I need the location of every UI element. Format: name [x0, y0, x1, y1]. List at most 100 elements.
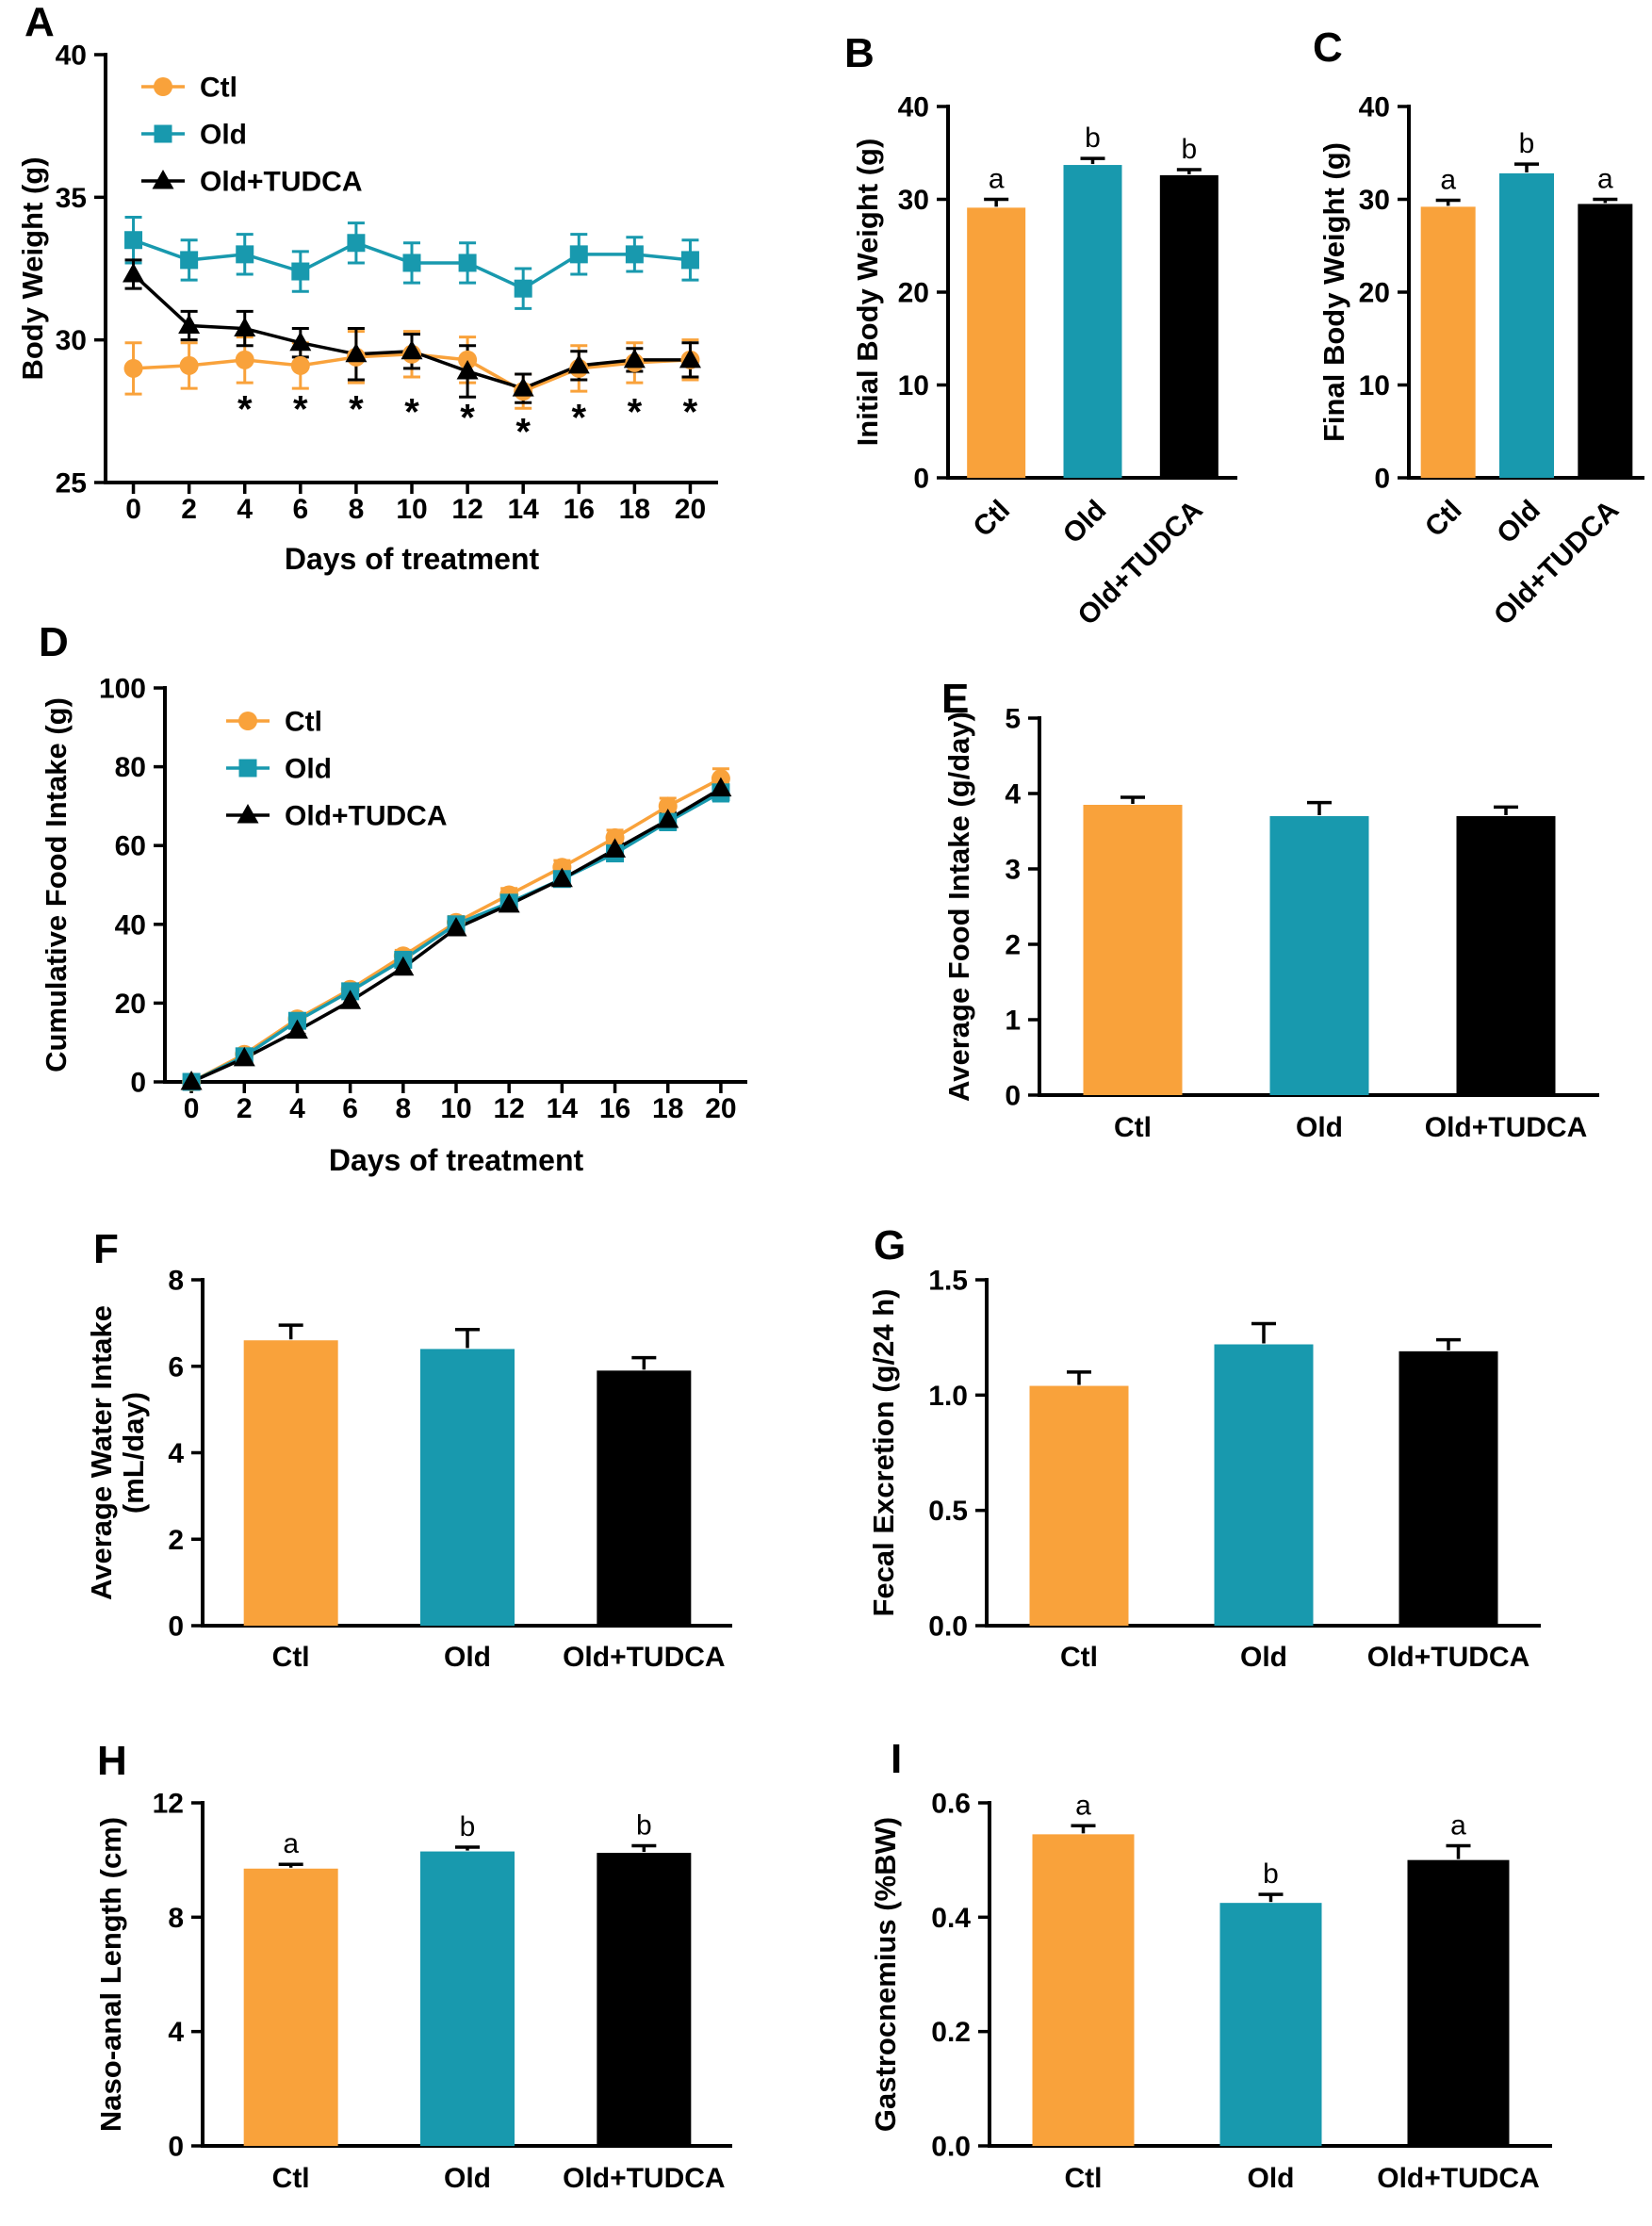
bar-Old+TUDCA: [1456, 816, 1556, 1095]
svg-text:Old: Old: [1296, 1112, 1343, 1143]
svg-text:0: 0: [168, 2132, 184, 2163]
panel-f-letter: F: [93, 1226, 119, 1272]
svg-text:10: 10: [898, 370, 929, 401]
svg-text:0: 0: [913, 464, 929, 495]
svg-text:2: 2: [168, 1525, 184, 1556]
svg-text:b: b: [460, 1811, 476, 1842]
bar-group-Old: Old: [1214, 1321, 1314, 1673]
svg-text:6: 6: [168, 1351, 184, 1383]
bar-group-Ctl: a Ctl: [1032, 1790, 1135, 2194]
svg-text:Old+TUDCA: Old+TUDCA: [1377, 2163, 1540, 2194]
svg-text:Ctl: Ctl: [200, 73, 237, 104]
panel-i-letter: I: [891, 1736, 903, 1782]
naso-anal-length-bar-chart: 0 4 8 12 Naso-anal Length (cm) a Ctl b Old b Old+T…: [94, 1789, 732, 2195]
svg-text:40: 40: [898, 92, 929, 123]
body-weight-line-chart: 25 30 35 40 Body Weight (g) 0 2 4 6 8 10 12 14 16 18 20…: [16, 41, 718, 576]
svg-text:10: 10: [396, 494, 427, 525]
svg-text:Ctl: Ctl: [1065, 2163, 1103, 2194]
bar-Old+TUDCA: [1407, 1859, 1510, 2146]
svg-text:Old: Old: [200, 120, 247, 151]
bar-Old+TUDCA: [1398, 1350, 1498, 1626]
svg-text:6: 6: [292, 494, 308, 525]
svg-text:0.6: 0.6: [931, 1789, 971, 1820]
svg-text:Old: Old: [1057, 495, 1113, 550]
svg-text:0: 0: [130, 1068, 146, 1099]
svg-text:Body Weight (g): Body Weight (g): [16, 156, 49, 380]
panel-g: G 0.0 0.5 1.0 1.5 Fecal Excretion (g/24 h) Ct…: [853, 1225, 1560, 1706]
svg-text:Old: Old: [1491, 495, 1546, 550]
bar-Ctl: [1420, 206, 1476, 478]
svg-text:4: 4: [289, 1093, 305, 1124]
svg-text:Old: Old: [1240, 1642, 1287, 1673]
svg-text:Ctl: Ctl: [1419, 495, 1468, 544]
y-axis: 0.0 0.2 0.4 0.6 Gastrocnemius (%BW): [869, 1789, 991, 2163]
panel-i: I 0.0 0.2 0.4 0.6 Gastrocnemius (%BW) a Ctl b Ol…: [853, 1739, 1597, 2226]
bar-group-Old+TUDCA: Old+TUDCA: [1367, 1337, 1529, 1673]
svg-text:12: 12: [493, 1093, 524, 1124]
svg-text:b: b: [1519, 128, 1535, 159]
svg-text:b: b: [1181, 134, 1197, 165]
svg-text:Ctl: Ctl: [967, 495, 1016, 544]
svg-text:0: 0: [1374, 464, 1390, 495]
svg-text:14: 14: [507, 494, 539, 525]
svg-text:8: 8: [168, 1903, 184, 1934]
svg-text:1: 1: [1005, 1006, 1021, 1037]
svg-text:*: *: [349, 388, 364, 430]
svg-text:b: b: [1263, 1858, 1279, 1890]
bar-Ctl: [1032, 1834, 1135, 2146]
svg-text:4: 4: [168, 2017, 184, 2048]
panel-h-letter: H: [97, 1738, 127, 1784]
bar-group-Old+TUDCA: b Old+TUDCA: [563, 1810, 726, 2195]
svg-text:Cumulative Food Intake (g): Cumulative Food Intake (g): [40, 697, 73, 1072]
svg-text:*: *: [237, 388, 253, 430]
svg-text:a: a: [1597, 164, 1613, 195]
svg-text:Ctl: Ctl: [285, 707, 322, 738]
y-axis: 25 30 35 40 Body Weight (g): [16, 41, 107, 499]
svg-text:20: 20: [115, 989, 146, 1020]
panel-b: B 0 10 20 30 40 Initial Body Weight (g) a Ctl b O…: [837, 24, 1251, 631]
bar-group-Ctl: a Ctl: [967, 164, 1026, 544]
bar-group-Ctl: Ctl: [243, 1323, 338, 1673]
svg-text:Old+TUDCA: Old+TUDCA: [200, 167, 363, 198]
svg-text:*: *: [571, 397, 586, 438]
svg-text:80: 80: [115, 752, 146, 783]
svg-text:2: 2: [1005, 930, 1021, 961]
svg-text:20: 20: [1359, 278, 1390, 309]
svg-text:16: 16: [564, 494, 595, 525]
svg-text:0: 0: [1005, 1081, 1021, 1112]
svg-text:Ctl: Ctl: [272, 1642, 310, 1673]
svg-text:20: 20: [675, 494, 706, 525]
bar-Old: [420, 1851, 515, 2146]
y-axis: 0 1 2 3 4 5 Average Food Intake (g/day): [942, 704, 1041, 1112]
svg-text:Ctl: Ctl: [1060, 1642, 1098, 1673]
svg-text:40: 40: [115, 909, 146, 941]
svg-text:0.4: 0.4: [931, 1903, 971, 1934]
svg-text:Average Food Intake (g/day): Average Food Intake (g/day): [942, 712, 975, 1102]
svg-text:12: 12: [153, 1789, 184, 1820]
svg-text:Fecal Excretion (g/24 h): Fecal Excretion (g/24 h): [867, 1289, 900, 1617]
y-axis: 0 10 20 30 40 Initial Body Weight (g): [851, 92, 950, 495]
svg-text:Old: Old: [285, 754, 332, 785]
gastrocnemius-bar-chart: 0.0 0.2 0.4 0.6 Gastrocnemius (%BW) a Ctl b Old a…: [869, 1789, 1552, 2194]
svg-text:0.2: 0.2: [931, 2017, 971, 2048]
svg-text:Old: Old: [1248, 2163, 1295, 2194]
bar-group-Old: Old: [420, 1328, 515, 1673]
svg-text:6: 6: [342, 1093, 358, 1124]
panel-g-letter: G: [874, 1222, 907, 1268]
bar-Old: [1499, 172, 1554, 479]
bar-group-Ctl: a Ctl: [243, 1828, 338, 2194]
svg-text:0.0: 0.0: [928, 1612, 968, 1643]
svg-text:Average Water Intake: Average Water Intake: [85, 1305, 118, 1600]
bar-Ctl: [1083, 805, 1183, 1095]
x-axis: 0 2 4 6 8 10 12 14 16 18 20 Days of treatment: [163, 1080, 747, 1177]
panel-c: C 0 10 20 30 40 Final Body Weight (g) a Ctl b Old…: [1305, 24, 1652, 631]
svg-text:1.5: 1.5: [928, 1266, 968, 1297]
panel-e-letter: E: [941, 676, 970, 722]
bar-group-Ctl: Ctl: [1083, 795, 1183, 1143]
svg-text:Old+TUDCA: Old+TUDCA: [563, 2163, 726, 2194]
svg-text:2: 2: [237, 1093, 253, 1124]
svg-text:a: a: [1075, 1790, 1091, 1821]
panel-d: D 0 20 40 60 80 100 Cumulative Food Intake (g)…: [24, 622, 825, 1235]
